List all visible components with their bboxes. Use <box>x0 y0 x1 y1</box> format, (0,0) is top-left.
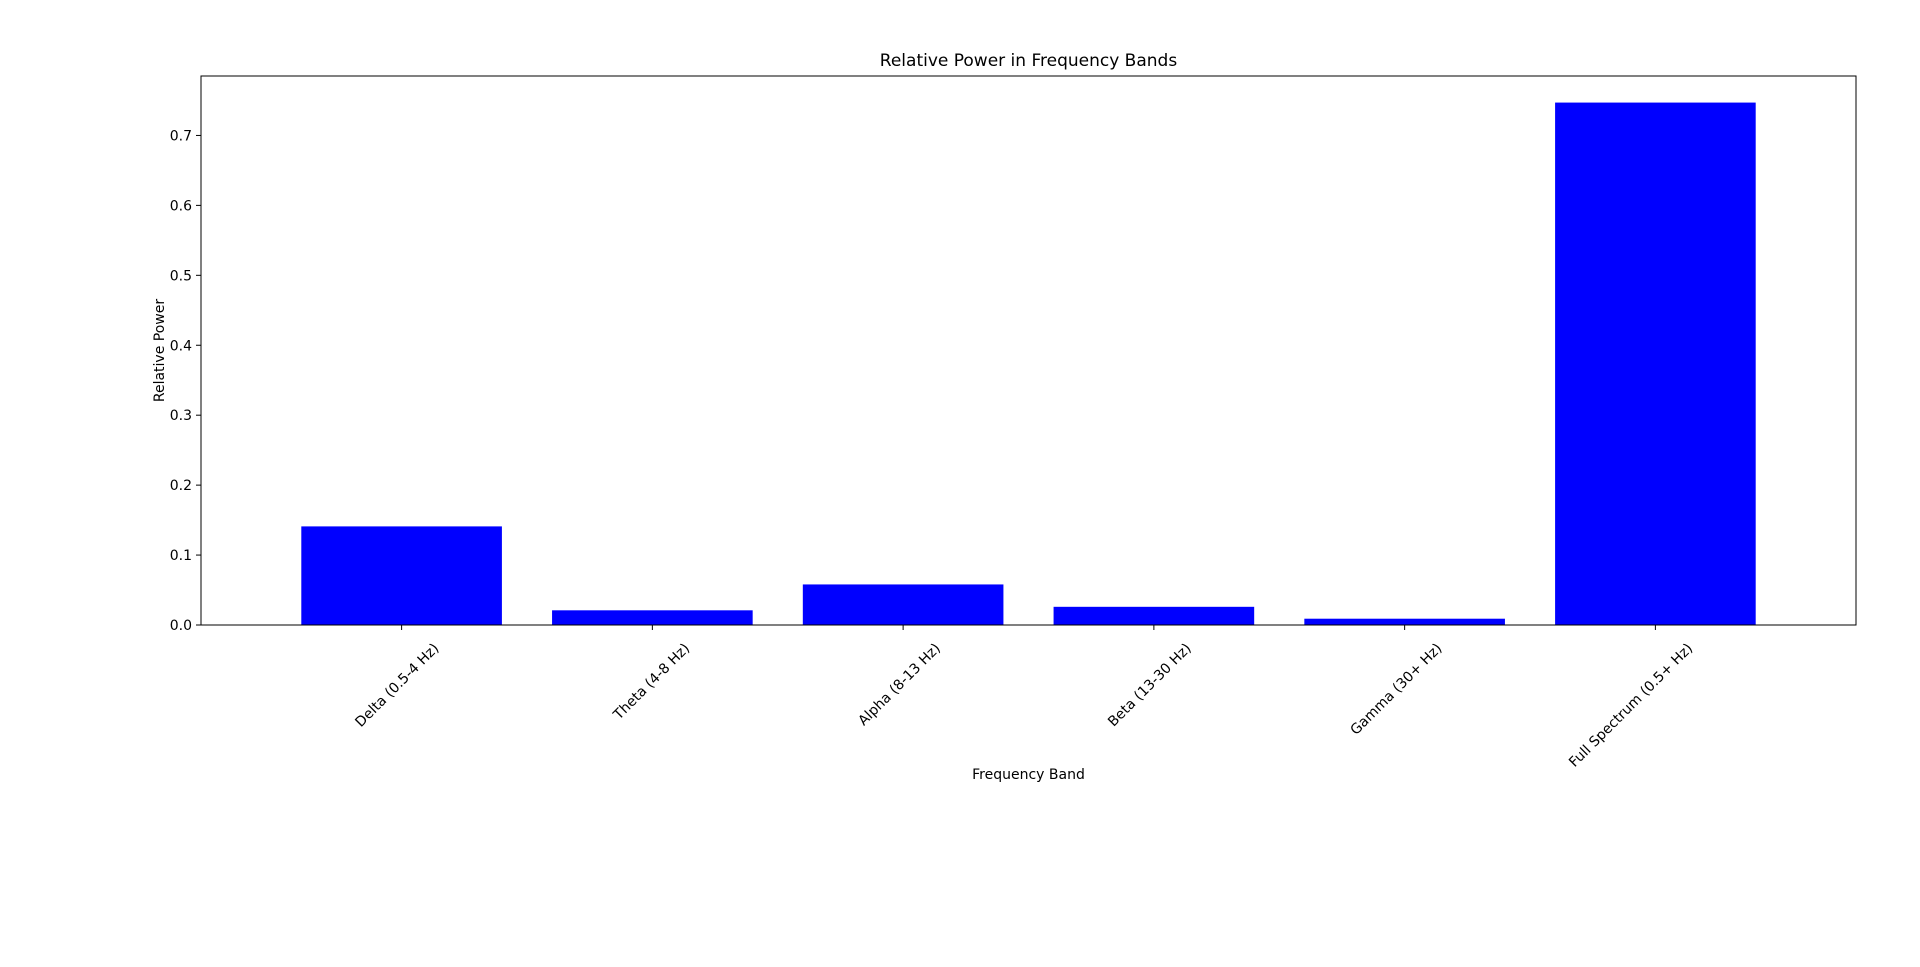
bar-5 <box>1555 102 1756 625</box>
y-tick-label-3: 0.3 <box>170 408 192 424</box>
bar-3 <box>1053 606 1255 625</box>
y-tick-label-7: 0.7 <box>170 128 192 144</box>
plot-frame <box>200 75 1857 626</box>
y-tick-label-4: 0.4 <box>170 338 192 354</box>
bar-2 <box>802 584 1004 625</box>
chart-title: Relative Power in Frequency Bands <box>880 51 1178 71</box>
y-tick-label-1: 0.1 <box>170 548 192 564</box>
bar-4 <box>1304 618 1505 625</box>
y-axis-label: Relative Power <box>152 299 168 402</box>
y-tick-label-6: 0.6 <box>170 198 192 214</box>
bar-0 <box>301 526 502 625</box>
y-tick-label-0: 0.0 <box>170 618 192 634</box>
y-tick-label-5: 0.5 <box>170 268 192 284</box>
bar-1 <box>552 610 753 625</box>
x-axis-label: Frequency Band <box>972 767 1085 783</box>
y-tick-label-2: 0.2 <box>170 478 192 494</box>
bars-layer <box>301 102 1756 625</box>
